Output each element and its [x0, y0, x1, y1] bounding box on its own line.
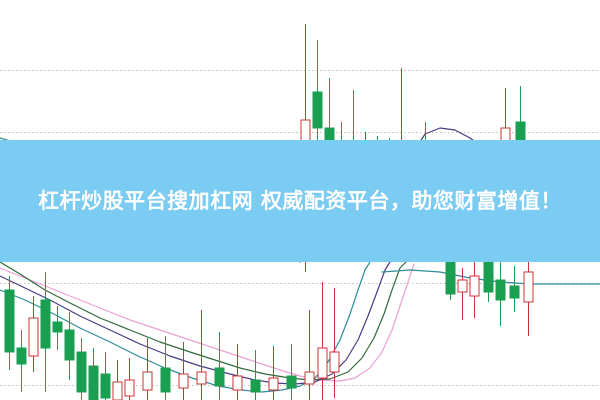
candle-lower-panel-1: [16, 330, 27, 392]
candle-lower-panel-3: [40, 272, 51, 392]
candle-lower-panel-26: [483, 261, 494, 302]
ad-overlay-text: 杠杆炒股平台搜加杠网 权威配资平台，助您财富增值！: [38, 188, 562, 213]
candle-lower-panel-21: [317, 282, 328, 400]
candle-lower-panel-9: [112, 360, 123, 400]
candle-lower-panel-29: [523, 262, 534, 336]
candle-lower-panel-6: [76, 338, 87, 400]
candle-lower-panel-15: [214, 332, 225, 400]
candle-lower-panel-16: [232, 344, 243, 400]
candle-lower-panel-18: [268, 346, 279, 400]
candle-lower-panel-28: [509, 266, 520, 312]
candle-lower-panel-11: [142, 338, 153, 400]
candle-lower-panel-12: [160, 336, 171, 400]
candle-lower-panel-23: [445, 261, 456, 300]
candle-lower-panel-27: [495, 262, 506, 326]
candle-lower-panel-13: [178, 342, 189, 400]
candle-lower-panel-24: [457, 268, 468, 320]
ma-line-ma-darkgreen: [0, 261, 407, 381]
candle-lower-panel-8: [100, 352, 111, 400]
candle-lower-panel-2: [28, 296, 39, 372]
candle-lower-panel-19: [286, 344, 297, 400]
ma-line-ma-pink: [0, 263, 415, 382]
candle-lower-panel-10: [124, 358, 135, 400]
candle-lower-panel-22: [329, 288, 340, 398]
candle-lower-panel-4: [52, 306, 63, 350]
candle-lower-panel-0: [4, 276, 15, 370]
candle-lower-panel-20: [304, 310, 315, 400]
ma-line-ma-navy-lower: [0, 261, 391, 385]
candle-lower-panel-14: [196, 310, 207, 400]
candle-lower-panel-17: [250, 350, 261, 400]
candle-lower-panel-5: [64, 312, 75, 380]
candle-upper-panel-1: [312, 40, 323, 150]
candle-lower-panel-25: [469, 262, 480, 318]
ad-overlay-band: 杠杆炒股平台搜加杠网 权威配资平台，助您财富增值！: [0, 140, 600, 262]
candle-lower-panel-7: [88, 348, 99, 400]
